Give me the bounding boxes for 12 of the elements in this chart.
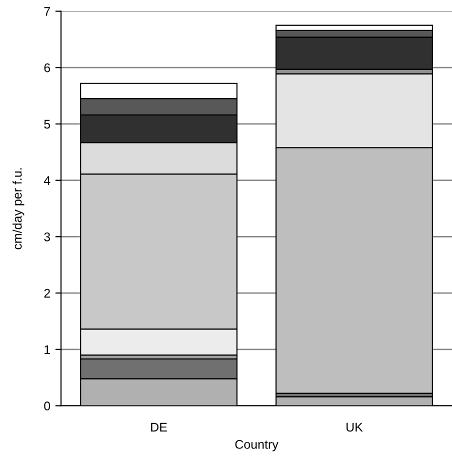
y-tick-label: 5 bbox=[44, 120, 50, 129]
x-tick-label: UK bbox=[346, 422, 363, 432]
y-tick-label: 6 bbox=[44, 63, 50, 72]
y-tick-label: 2 bbox=[44, 288, 50, 298]
y-tick-label: 1 bbox=[44, 345, 50, 354]
y-tick-label: 0 bbox=[44, 402, 50, 410]
y-axis-title: cm/day per f.u. bbox=[12, 168, 24, 250]
y-tick-label: 4 bbox=[44, 176, 50, 185]
y-tick-label: 7 bbox=[44, 7, 50, 16]
y-tick-label: 3 bbox=[44, 232, 50, 242]
x-axis-title: Country bbox=[235, 440, 278, 452]
x-tick-label: DE bbox=[151, 422, 167, 432]
